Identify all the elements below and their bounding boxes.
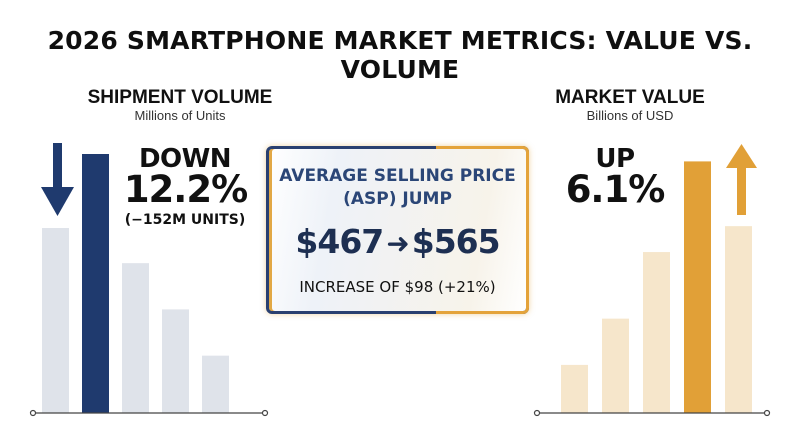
volume-units-note: (−152M UNITS) <box>124 212 246 228</box>
market-value-title: MARKET VALUE <box>555 87 705 108</box>
volume-change-value: 12.2% <box>123 168 248 211</box>
arrow-down-icon-shaft <box>53 143 62 188</box>
value-bar-2 <box>602 318 629 413</box>
volume-bar-5 <box>202 355 229 413</box>
volume-axis-end-dot <box>261 409 269 417</box>
value-bar-4 <box>684 161 711 413</box>
volume-bar-4 <box>162 309 189 413</box>
volume-bar-1 <box>42 228 69 413</box>
asp-to-value: $565 <box>411 222 501 261</box>
value-change-value: 6.1% <box>565 168 666 211</box>
market-value-subtitle: Billions of USD <box>586 108 674 123</box>
asp-heading-line2: (ASP) JUMP <box>343 189 452 209</box>
volume-bar-2 <box>82 154 109 413</box>
shipment-volume-title: SHIPMENT VOLUME <box>87 87 273 108</box>
asp-callout-box: AVERAGE SELLING PRICE (ASP) JUMP $467 ➜$5… <box>266 146 529 314</box>
value-axis-end-dot <box>763 409 771 417</box>
value-direction-label: UP <box>595 144 635 174</box>
value-bar-1 <box>561 364 588 413</box>
asp-heading: AVERAGE SELLING PRICE (ASP) JUMP <box>269 165 526 211</box>
asp-heading-line1: AVERAGE SELLING PRICE <box>279 166 516 186</box>
value-axis-start-dot <box>533 409 541 417</box>
shipment-volume-subtitle: Millions of Units <box>134 108 226 123</box>
volume-bar-3 <box>122 263 149 413</box>
value-bar-3 <box>643 252 670 413</box>
page-title: 2026 SMARTPHONE MARKET METRICS: VALUE VS… <box>47 26 753 84</box>
volume-axis-start-dot <box>29 409 37 417</box>
asp-increase-note: INCREASE OF $98 (+21%) <box>299 278 496 296</box>
arrow-down-icon <box>41 187 74 216</box>
volume-direction-label: DOWN <box>138 144 232 174</box>
asp-from-value: $467 <box>295 222 384 261</box>
arrow-right-icon: ➜ <box>386 227 409 260</box>
arrow-up-icon-shaft <box>737 167 746 215</box>
value-bar-5 <box>725 226 752 413</box>
arrow-up-icon <box>726 144 757 168</box>
asp-values: $467 ➜$565 <box>269 222 526 261</box>
